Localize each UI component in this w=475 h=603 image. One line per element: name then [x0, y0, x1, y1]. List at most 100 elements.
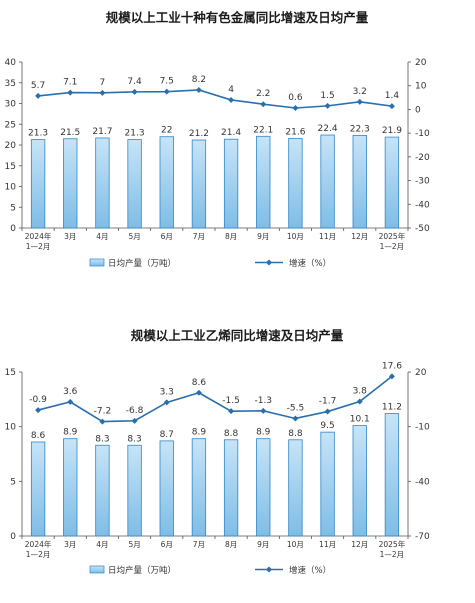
growth-point	[228, 408, 235, 415]
legend-bar-swatch	[89, 565, 105, 574]
x-tick-label: 12月	[351, 540, 368, 549]
left-tick-label: 5	[10, 203, 16, 213]
line-data-label: 3.6	[63, 387, 78, 397]
bar-data-label: 21.7	[92, 127, 112, 137]
bar	[191, 438, 207, 537]
x-tick-label: 7月	[193, 232, 205, 241]
bar-data-label: 11.2	[382, 403, 402, 413]
x-tick-label: 9月	[257, 232, 269, 241]
line-data-label: 8.2	[192, 75, 206, 85]
x-tick-label: 8月	[225, 540, 237, 549]
x-tick-label: 3月	[64, 540, 76, 549]
growth-point	[292, 105, 299, 112]
right-tick-label: -40	[415, 477, 430, 487]
x-tick-label: 1—2月	[380, 550, 405, 559]
bar	[256, 438, 271, 537]
growth-point	[195, 86, 202, 93]
line-data-label: -1.5	[222, 396, 240, 406]
growth-point	[163, 399, 170, 406]
bar	[127, 444, 142, 537]
growth-point	[388, 103, 395, 110]
bar-data-label: 8.9	[63, 428, 78, 438]
x-tick-label: 4月	[96, 540, 108, 549]
left-tick-label: 35	[5, 79, 16, 89]
x-tick-label: 6月	[161, 232, 173, 241]
growth-point	[228, 96, 235, 103]
x-tick-label: 8月	[225, 232, 237, 241]
growth-point	[35, 92, 42, 99]
growth-point	[324, 408, 331, 415]
line-data-label: 3.3	[160, 387, 174, 397]
left-tick-label: 15	[5, 162, 16, 172]
line-data-label: -1.3	[254, 396, 272, 406]
x-tick-label: 9月	[257, 540, 269, 549]
bar	[30, 441, 46, 537]
left-tick-label: 30	[5, 100, 17, 110]
growth-point	[163, 88, 170, 95]
bar-data-label: 8.3	[127, 434, 141, 444]
right-tick-label: 20	[415, 368, 427, 378]
legend-bar-label: 日均产量（万吨）	[108, 565, 176, 576]
bar	[127, 139, 142, 229]
x-tick-label: 5月	[128, 540, 140, 549]
bar	[320, 134, 335, 229]
growth-point	[260, 101, 267, 108]
right-tick-label: -10	[415, 129, 430, 139]
bar	[384, 413, 400, 537]
bar-data-label: 8.7	[160, 430, 174, 440]
line-data-label: 1.5	[320, 91, 334, 101]
bar-data-label: 21.6	[285, 127, 305, 137]
bar	[159, 136, 174, 229]
left-tick-label: 15	[5, 368, 16, 378]
legend-line-label: 增速（%）	[289, 565, 331, 576]
line-data-label: 7.4	[127, 77, 142, 87]
bar	[352, 425, 367, 537]
bar	[95, 137, 110, 229]
growth-point	[324, 102, 331, 109]
growth-point	[260, 407, 267, 414]
growth-point	[356, 398, 363, 405]
bar-data-label: 21.9	[382, 126, 402, 136]
line-data-label: -5.5	[287, 403, 305, 413]
bar-data-label: 8.6	[31, 431, 46, 441]
x-tick-label: 2024年	[25, 539, 52, 549]
bar-data-label: 21.2	[189, 129, 209, 139]
legend-line-marker	[266, 566, 272, 573]
bar-data-label: 21.5	[60, 128, 80, 138]
line-data-label: 7.1	[63, 78, 77, 88]
chart-title: 规模以上工业乙烯同比增速及日均产量	[131, 328, 344, 343]
bar	[256, 135, 271, 229]
growth-point	[131, 88, 138, 95]
right-tick-label: 20	[415, 58, 427, 68]
line-data-label: 3.2	[353, 87, 367, 97]
bar-data-label: 22	[161, 126, 172, 136]
x-tick-label: 1—2月	[380, 242, 405, 251]
growth-point	[131, 417, 138, 424]
left-tick-label: 0	[10, 224, 16, 234]
line-data-label: 17.6	[382, 361, 402, 371]
x-tick-label: 2024年	[25, 231, 52, 241]
left-tick-label: 25	[5, 120, 16, 130]
bar-data-label: 8.3	[95, 434, 109, 444]
line-data-label: -6.8	[126, 406, 144, 416]
growth-point	[67, 398, 74, 405]
bar	[63, 138, 78, 229]
legend-bar-swatch	[89, 258, 105, 267]
left-tick-label: 5	[10, 477, 16, 487]
growth-line	[38, 89, 393, 109]
x-tick-label: 10月	[287, 232, 304, 241]
x-tick-label: 2025年	[379, 231, 406, 241]
growth-point	[195, 389, 202, 396]
x-tick-label: 3月	[64, 232, 76, 241]
line-data-label: 3.8	[353, 387, 368, 397]
bar-data-label: 22.1	[253, 125, 273, 135]
growth-point	[356, 98, 363, 105]
bar	[288, 439, 303, 537]
growth-line	[37, 375, 393, 423]
right-tick-label: -20	[415, 153, 430, 163]
line-data-label: -1.7	[319, 397, 337, 407]
bar	[288, 137, 303, 229]
x-tick-label: 12月	[351, 232, 368, 241]
x-tick-label: 4月	[96, 232, 108, 241]
